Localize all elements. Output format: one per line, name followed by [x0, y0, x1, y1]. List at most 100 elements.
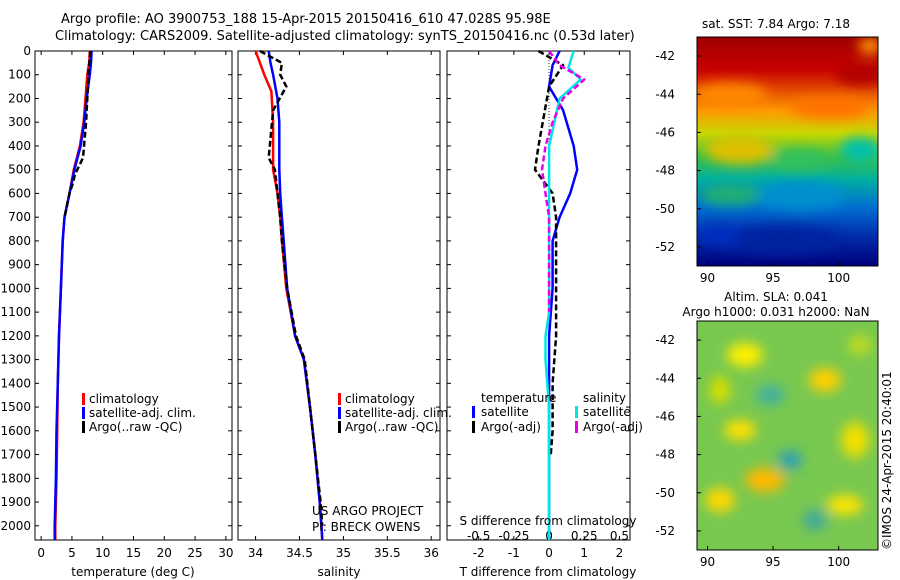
- difference-depth-ticks: [447, 50, 630, 527]
- depth-tick-label: 100: [8, 68, 31, 82]
- temperature-series: [53, 50, 93, 540]
- temperature-xlabel: temperature (deg C): [71, 565, 194, 579]
- temperature-tick-label: 15: [126, 546, 141, 560]
- legend-label-s-argo: Argo(-adj): [583, 420, 643, 434]
- temperature-tick-label: 30: [218, 546, 233, 560]
- salinity-legend: climatology satellite-adj. clim. Argo(..…: [338, 392, 452, 434]
- sst-map-axes: 90 95 100 -42 -44 -46 -48 -50 -52: [655, 49, 850, 285]
- temperature-tick-label: 25: [187, 546, 202, 560]
- sla-map-subtitle: Argo h1000: 0.031 h2000: NaN: [682, 305, 869, 319]
- latitude-tick-label: -44: [655, 371, 675, 385]
- latitude-tick-label: -46: [655, 125, 675, 139]
- sla-heatmap: [697, 321, 878, 550]
- series-line-salinity-argo-adj-: [540, 50, 586, 313]
- series-line-temperature-argo-adj-: [533, 49, 565, 455]
- difference-panel: -2 -1 0 1 2-0.5 -0.25 0 0.25 0.5 S difference fr…: [446, 49, 643, 579]
- legend-swatch-argo: [338, 421, 341, 433]
- temperature-x-axis: 0 5 10 15 20 25 30: [37, 51, 233, 560]
- depth-tick-label: 1500: [0, 400, 31, 414]
- sst-heatmap: [697, 37, 878, 266]
- longitude-tick-label: 95: [765, 555, 780, 569]
- depth-tick-label: 1200: [0, 329, 31, 343]
- difference-plot-frame: [446, 50, 631, 541]
- longitude-tick-label: 95: [765, 271, 780, 285]
- legend-label-s-satellite: satellite: [583, 405, 631, 419]
- t-difference-tick-label: 0: [545, 546, 553, 560]
- t-difference-tick-label: 2: [616, 546, 624, 560]
- sst-map-title: sat. SST: 7.84 Argo: 7.18: [702, 17, 850, 31]
- depth-tick-label: 500: [8, 163, 31, 177]
- project-annotation: US ARGO PROJECT: [312, 504, 424, 518]
- depth-tick-label: 300: [8, 115, 31, 129]
- legend-swatch-s-argo: [575, 421, 578, 433]
- latitude-tick-label: -48: [655, 164, 675, 178]
- depth-tick-label: 700: [8, 210, 31, 224]
- depth-tick-label: 2000: [0, 519, 31, 533]
- temperature-tick-label: 0: [37, 546, 45, 560]
- latitude-tick-label: -50: [655, 202, 675, 216]
- legend-label-satellite: satellite-adj. clim.: [89, 406, 196, 420]
- latitude-tick-label: -48: [655, 448, 675, 462]
- legend-label-climatology: climatology: [345, 392, 415, 406]
- salinity-panel: 34 34.5 35 35.5 36 salinity US ARGO PROJECT …: [237, 49, 452, 579]
- t-difference-tick-label: -1: [508, 546, 520, 560]
- legend-label-argo: Argo(..raw -QC): [89, 420, 182, 434]
- temperature-tick-label: 10: [95, 546, 110, 560]
- longitude-tick-label: 90: [700, 555, 715, 569]
- s-difference-tick-label: -0.5: [467, 529, 490, 543]
- salinity-tick-label: 34.5: [286, 546, 313, 560]
- legend-label-t-satellite: satellite: [481, 405, 529, 419]
- t-difference-xlabel: T difference from climatology: [459, 565, 637, 579]
- latitude-tick-label: -52: [655, 524, 675, 538]
- depth-tick-label: 1300: [0, 353, 31, 367]
- temperature-tick-label: 5: [68, 546, 76, 560]
- longitude-tick-label: 100: [827, 555, 850, 569]
- legend-label-t-argo: Argo(-adj): [481, 420, 541, 434]
- salinity-depth-ticks: [238, 50, 440, 527]
- salinity-tick-label: 35: [336, 546, 351, 560]
- temperature-panel: 0100200300400500600700800900100011001200…: [0, 44, 233, 579]
- legend-swatch-satellite: [338, 407, 341, 419]
- s-difference-tick-label: -0.25: [498, 529, 529, 543]
- legend-swatch-climatology: [82, 393, 85, 405]
- latitude-tick-label: -50: [655, 486, 675, 500]
- legend-swatch-s-satellite: [575, 406, 578, 418]
- depth-tick-label: 1900: [0, 495, 31, 509]
- t-difference-tick-label: 1: [580, 546, 588, 560]
- depth-tick-label: 200: [8, 91, 31, 105]
- legend-swatch-t-argo: [472, 421, 475, 433]
- latitude-tick-label: -46: [655, 409, 675, 423]
- salinity-xlabel: salinity: [317, 565, 360, 579]
- s-difference-tick-label: 0.25: [571, 529, 598, 543]
- depth-tick-label: 0: [23, 44, 31, 58]
- depth-axis: 0 100 200 300 400 500 600 700 800 900 1000 1100 1200…: [0, 44, 232, 533]
- temperature-legend: climatology satellite-adj. clim. Argo(..…: [82, 392, 196, 434]
- salinity-tick-label: 34: [248, 546, 263, 560]
- depth-tick-label: 900: [8, 258, 31, 272]
- s-difference-tick-label: 0.5: [610, 529, 629, 543]
- longitude-tick-label: 100: [827, 271, 850, 285]
- longitude-tick-label: 90: [700, 271, 715, 285]
- legend-label-satellite: satellite-adj. clim.: [345, 406, 452, 420]
- figure-title-line1: Argo profile: AO 3900753_188 15-Apr-2015…: [61, 12, 551, 27]
- depth-tick-label: 1100: [0, 305, 31, 319]
- legend-heading-salinity: salinity: [583, 391, 626, 405]
- latitude-tick-label: -52: [655, 240, 675, 254]
- sla-map-axes: 90 95 100 -42 -44 -46 -48 -50 -52: [655, 333, 850, 569]
- salinity-plot-frame: [237, 50, 441, 541]
- depth-tick-label: 1600: [0, 424, 31, 438]
- latitude-tick-label: -42: [655, 49, 675, 63]
- s-difference-label: S difference from climatology: [460, 514, 637, 528]
- legend-label-climatology: climatology: [89, 392, 159, 406]
- temperature-tick-label: 20: [157, 546, 172, 560]
- legend-swatch-climatology: [338, 393, 341, 405]
- sla-map-title: Altim. SLA: 0.041: [724, 290, 828, 304]
- legend-swatch-t-satellite: [472, 406, 475, 418]
- depth-tick-label: 1700: [0, 448, 31, 462]
- depth-tick-label: 1000: [0, 281, 31, 295]
- pi-annotation: PI: BRECK OWENS: [312, 520, 420, 534]
- sla-map-frame: [696, 320, 879, 551]
- sst-map-panel: sat. SST: 7.84 Argo: 7.18 90 95 100 -42 -44 -…: [655, 17, 879, 285]
- series-line-satellite-adj-clim-: [267, 50, 324, 541]
